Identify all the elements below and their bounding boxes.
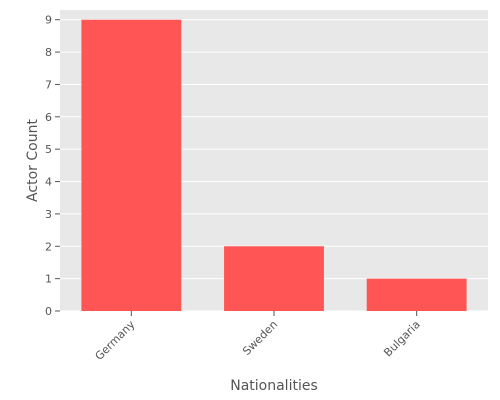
y-tick-label: 8 xyxy=(45,46,52,59)
y-tick-label: 9 xyxy=(45,14,52,27)
x-tick-label: Bulgaria xyxy=(381,318,422,359)
x-tick-label: Sweden xyxy=(240,318,280,358)
x-axis-label: Nationalities xyxy=(230,378,318,394)
y-tick-label: 6 xyxy=(45,111,52,124)
x-tick-label: Germany xyxy=(93,318,138,363)
y-axis-ticks: 0 1 2 3 4 5 6 7 8 9 xyxy=(45,14,60,318)
bar-germany xyxy=(81,19,182,311)
bar-sweden xyxy=(224,246,324,311)
y-tick-label: 1 xyxy=(45,273,52,286)
bars xyxy=(81,19,467,311)
x-axis-ticks: Germany Sweden Bulgaria xyxy=(93,311,423,363)
y-tick-label: 4 xyxy=(45,176,52,189)
bar-bulgaria xyxy=(366,278,467,311)
y-axis-label: Actor Count xyxy=(25,119,41,202)
y-tick-label: 2 xyxy=(45,240,52,253)
y-tick-label: 3 xyxy=(45,208,52,221)
y-tick-label: 5 xyxy=(45,143,52,156)
y-tick-label: 7 xyxy=(45,78,52,91)
y-tick-label: 0 xyxy=(45,305,52,318)
